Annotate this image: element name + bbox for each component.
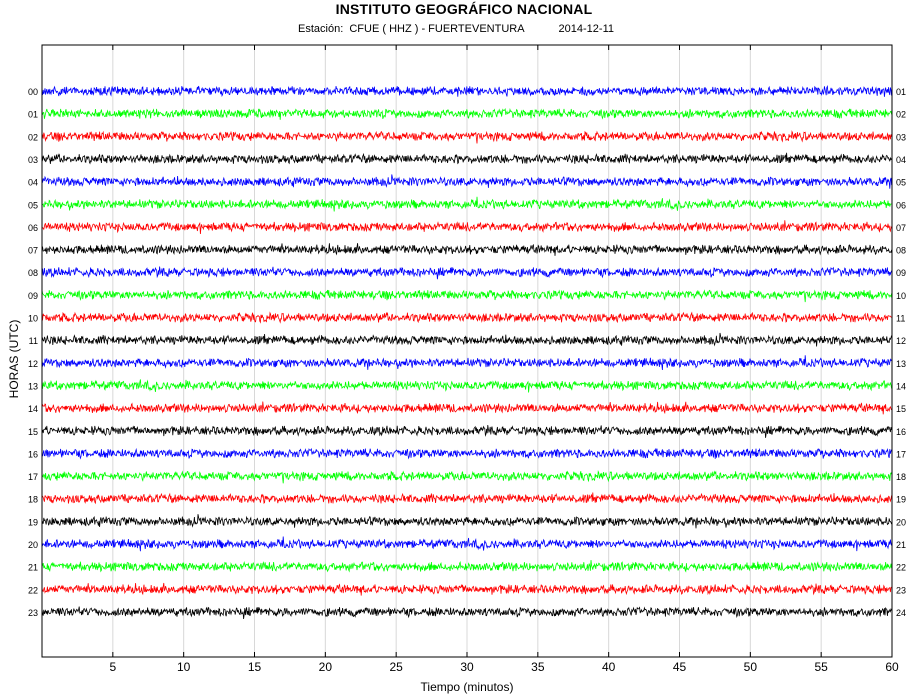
- trace-hour-15: [41, 424, 892, 438]
- trace-hour-04: [41, 174, 892, 189]
- trace-hour-00: [41, 85, 892, 97]
- x-tick-label: 25: [389, 660, 403, 674]
- right-hour-label: 07: [896, 223, 906, 233]
- left-hour-label: 03: [28, 155, 38, 165]
- right-hour-label: 06: [896, 200, 906, 210]
- right-hour-label: 12: [896, 336, 906, 346]
- left-hour-label: 11: [29, 336, 38, 346]
- right-hour-label: 19: [896, 495, 906, 505]
- right-hour-label: 14: [896, 381, 906, 391]
- trace-hour-20: [41, 536, 892, 552]
- right-hour-label: 11: [896, 314, 905, 324]
- x-tick-label: 40: [602, 660, 616, 674]
- trace-hour-13: [41, 379, 892, 393]
- trace-hour-06: [41, 220, 892, 235]
- right-hour-label: 01: [896, 87, 906, 97]
- trace-hour-02: [41, 130, 892, 144]
- trace-hour-01: [41, 108, 892, 120]
- right-hour-label: 04: [896, 155, 906, 165]
- x-tick-label: 15: [248, 660, 262, 674]
- x-tick-label: 10: [177, 660, 191, 674]
- right-hour-label: 02: [896, 110, 906, 120]
- x-tick-label: 5: [109, 660, 116, 674]
- trace-hour-09: [41, 289, 892, 303]
- trace-hour-21: [41, 560, 892, 573]
- trace-hour-05: [41, 196, 892, 212]
- left-hour-label: 08: [28, 268, 38, 278]
- left-hour-label: 19: [28, 517, 38, 527]
- left-hour-label: 23: [28, 608, 38, 618]
- left-hour-label: 10: [28, 314, 38, 324]
- right-hour-label: 15: [896, 404, 906, 414]
- left-hour-label: 00: [28, 87, 38, 97]
- chart-subtitle: Estación: CFUE ( HHZ ) - FUERTEVENTURA 20…: [0, 23, 912, 35]
- trace-hour-07: [41, 243, 892, 256]
- left-hour-label: 12: [28, 359, 38, 369]
- trace-hour-03: [41, 152, 892, 165]
- trace-hour-16: [41, 447, 892, 460]
- right-hour-label: 23: [896, 585, 906, 595]
- trace-hour-17: [41, 469, 892, 484]
- x-tick-label: 35: [531, 660, 545, 674]
- left-hour-label: 17: [28, 472, 38, 482]
- right-hour-label: 16: [896, 427, 906, 437]
- x-tick-label: 20: [319, 660, 333, 674]
- trace-hour-12: [41, 355, 892, 371]
- chart-title: INSTITUTO GEOGRÁFICO NACIONAL: [335, 1, 593, 17]
- left-hour-label: 01: [28, 110, 38, 120]
- left-hour-label: 21: [28, 563, 38, 573]
- date-label: 2014-12-11: [558, 23, 614, 35]
- trace-hour-18: [41, 492, 892, 505]
- trace-hour-11: [41, 332, 892, 347]
- right-hour-label: 24: [896, 608, 906, 618]
- right-hour-label: 09: [896, 268, 906, 278]
- trace-hour-08: [41, 266, 892, 280]
- x-tick-label: 30: [460, 660, 474, 674]
- right-hour-label: 21: [896, 540, 906, 550]
- left-hour-label: 07: [28, 246, 38, 256]
- left-hour-label: 22: [28, 585, 38, 595]
- left-hour-label: 06: [28, 223, 38, 233]
- trace-hour-10: [41, 311, 892, 324]
- x-tick-label: 45: [673, 660, 687, 674]
- right-hour-label: 18: [896, 472, 906, 482]
- trace-hour-14: [41, 401, 892, 415]
- right-hour-label: 10: [896, 291, 906, 301]
- left-hour-label: 14: [28, 404, 38, 414]
- left-hour-label: 05: [28, 200, 38, 210]
- left-hour-label: 13: [28, 381, 38, 391]
- right-hour-label: 17: [896, 449, 906, 459]
- left-hour-label: 15: [28, 427, 38, 437]
- trace-hour-23: [41, 606, 892, 620]
- right-hour-label: 13: [896, 359, 906, 369]
- right-hour-label: 20: [896, 517, 906, 527]
- right-hour-label: 03: [896, 132, 906, 142]
- trace-hour-22: [41, 582, 892, 596]
- left-hour-label: 18: [28, 495, 38, 505]
- right-hour-label: 22: [896, 563, 906, 573]
- station-label: Estación: CFUE ( HHZ ) - FUERTEVENTURA: [298, 23, 525, 35]
- x-axis-label: Tiempo (minutos): [420, 680, 514, 694]
- right-hour-label: 08: [896, 246, 906, 256]
- right-hour-label: 05: [896, 178, 906, 188]
- x-tick-label: 50: [744, 660, 758, 674]
- left-hour-label: 02: [28, 132, 38, 142]
- left-hour-label: 20: [28, 540, 38, 550]
- x-tick-label: 55: [814, 660, 828, 674]
- trace-hour-19: [41, 514, 892, 529]
- left-hour-label: 16: [28, 449, 38, 459]
- left-hour-label: 09: [28, 291, 38, 301]
- left-hour-label: 04: [28, 178, 38, 188]
- x-tick-label: 60: [885, 660, 899, 674]
